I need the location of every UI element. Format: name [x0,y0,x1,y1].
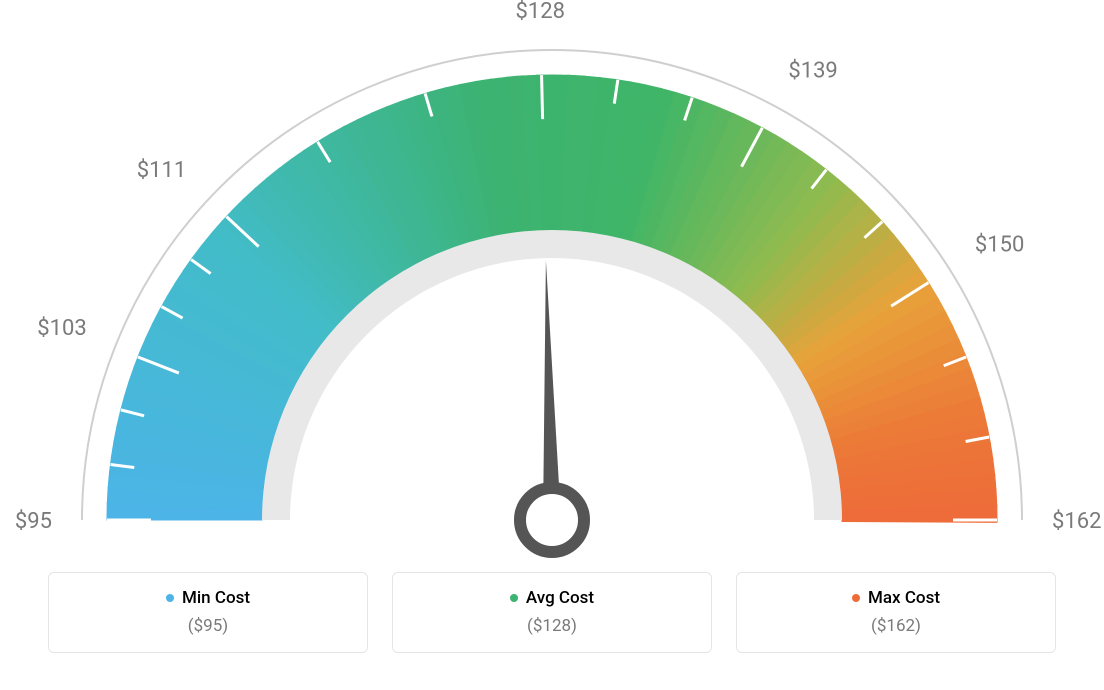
legend-value-min: ($95) [67,616,349,636]
legend-dot-max [852,594,860,602]
gauge-container: $95 $103 $111 $128 $139 $150 $162 [0,0,1104,560]
legend-label-min: Min Cost [166,588,250,608]
svg-text:$150: $150 [975,232,1024,257]
svg-text:$128: $128 [516,0,565,24]
legend-value-avg: ($128) [411,616,693,636]
legend-label-max: Max Cost [852,588,940,608]
legend-row: Min Cost ($95) Avg Cost ($128) Max Cost … [0,572,1104,653]
legend-box-avg: Avg Cost ($128) [392,572,712,653]
legend-label-avg: Avg Cost [510,588,594,608]
legend-box-max: Max Cost ($162) [736,572,1056,653]
svg-text:$162: $162 [1052,509,1101,534]
legend-text-avg: Avg Cost [526,588,594,608]
svg-text:$111: $111 [137,158,186,183]
svg-text:$139: $139 [788,58,837,83]
legend-dot-min [166,594,174,602]
legend-text-min: Min Cost [182,588,250,608]
legend-box-min: Min Cost ($95) [48,572,368,653]
svg-text:$95: $95 [15,509,52,534]
gauge-svg: $95 $103 $111 $128 $139 $150 $162 [0,0,1104,560]
legend-value-max: ($162) [755,616,1037,636]
legend-dot-avg [510,594,518,602]
legend-text-max: Max Cost [868,588,940,608]
svg-text:$103: $103 [37,316,86,341]
